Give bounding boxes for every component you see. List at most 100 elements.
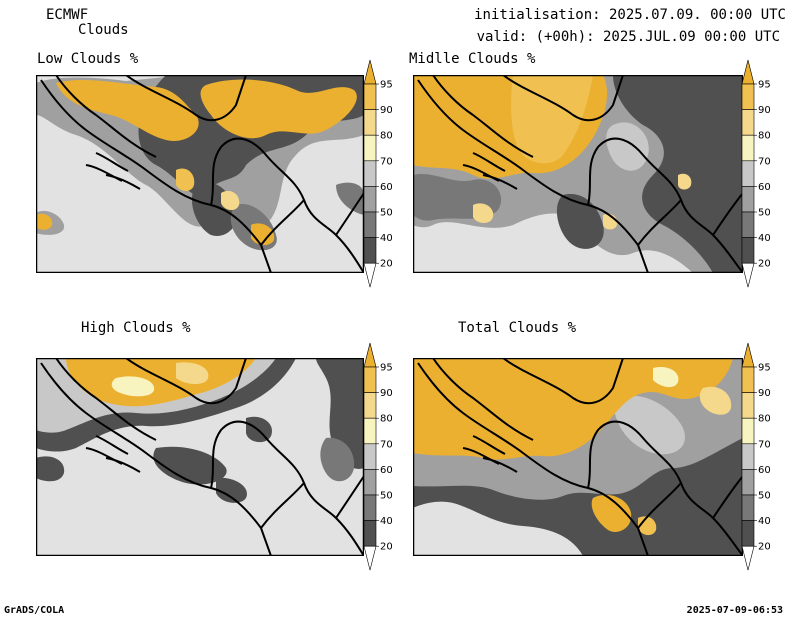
colorbar-tick-label: 60 bbox=[758, 465, 771, 476]
cloud-area-darkgray bbox=[316, 358, 364, 469]
cloud-area-darkgray bbox=[36, 456, 65, 482]
colorbar-segment bbox=[363, 469, 377, 496]
cloud-area-lightgray bbox=[613, 395, 685, 455]
colorbar-top-arrow bbox=[363, 342, 377, 368]
colorbar-segment bbox=[741, 366, 755, 393]
colorbar-segment bbox=[741, 392, 755, 419]
colorbar-segment bbox=[741, 186, 755, 213]
cloud-area-lightyellow bbox=[111, 376, 155, 397]
field-name: Clouds bbox=[78, 22, 129, 38]
colorbar-total-clouds: 95 90 80 70 60 50 40 20 bbox=[741, 342, 771, 571]
cloud-area-orange bbox=[176, 362, 209, 384]
colorbar-segment bbox=[741, 109, 755, 136]
colorbar-low-clouds: 95 90 80 70 60 50 40 20 bbox=[363, 59, 393, 288]
cloud-area-orange bbox=[176, 168, 195, 191]
colorbar-segment bbox=[741, 469, 755, 496]
colorbar-tick-label: 70 bbox=[758, 439, 771, 450]
colorbar-middle-clouds: 95 90 80 70 60 50 40 20 bbox=[741, 59, 771, 288]
colorbar-tick-label: 80 bbox=[380, 131, 393, 142]
cloud-area-orange bbox=[591, 494, 632, 533]
cloud-area-darkgray bbox=[216, 477, 247, 503]
cloud-area-lightgray bbox=[606, 122, 649, 171]
colorbar-tick-label: 70 bbox=[380, 156, 393, 167]
colorbar-segment bbox=[741, 443, 755, 470]
colorbar-tick-label: 95 bbox=[758, 80, 771, 91]
colorbar-bottom-arrow bbox=[363, 545, 377, 571]
colorbar-tick-label: 95 bbox=[380, 80, 393, 91]
colorbar-tick-label: 70 bbox=[380, 439, 393, 450]
panel-title-middle-clouds: Midlle Clouds % bbox=[409, 51, 536, 67]
panel-title-total-clouds: Total Clouds % bbox=[458, 320, 577, 336]
footer-timestamp: 2025-07-09-06:53 bbox=[686, 605, 783, 616]
map-panel-low-clouds bbox=[36, 75, 364, 273]
colorbar-bottom-arrow bbox=[741, 262, 755, 288]
colorbar-tick-label: 40 bbox=[380, 233, 393, 244]
colorbar-tick-label: 40 bbox=[758, 516, 771, 527]
panel-title-low-clouds: Low Clouds % bbox=[37, 51, 139, 67]
cloud-area-darkgray bbox=[153, 446, 227, 485]
cloud-area-darkgray bbox=[556, 194, 604, 249]
cloud-area-orange bbox=[511, 75, 593, 164]
colorbar-tick-label: 90 bbox=[758, 105, 771, 116]
colorbar-segment bbox=[363, 417, 377, 445]
colorbar-tick-label: 40 bbox=[758, 233, 771, 244]
colorbar-segment bbox=[363, 83, 377, 110]
colorbar-segment bbox=[363, 443, 377, 470]
colorbar-segment bbox=[363, 160, 377, 187]
colorbar-tick-label: 95 bbox=[758, 363, 771, 374]
colorbar-segment bbox=[741, 237, 755, 264]
colorbar-tick-label: 80 bbox=[380, 414, 393, 425]
map-panel-middle-clouds bbox=[413, 75, 743, 273]
map-panel-total-clouds bbox=[413, 358, 743, 556]
footer-software: GrADS/COLA bbox=[4, 605, 65, 616]
map-panel-high-clouds bbox=[36, 358, 364, 556]
cloud-area-orange bbox=[473, 203, 494, 223]
cloud-area-orange bbox=[221, 190, 240, 211]
colorbar-tick-label: 50 bbox=[380, 208, 393, 219]
country-borders bbox=[40, 75, 364, 273]
cloud-area-gray bbox=[336, 182, 364, 215]
colorbar-segment bbox=[741, 160, 755, 187]
colorbar-tick-label: 20 bbox=[380, 259, 393, 270]
colorbar-segment bbox=[741, 494, 755, 521]
colorbar-segment bbox=[741, 417, 755, 445]
colorbar-bottom-arrow bbox=[363, 262, 377, 288]
colorbar-segment bbox=[363, 211, 377, 238]
colorbar-top-arrow bbox=[741, 59, 755, 85]
colorbar-tick-label: 50 bbox=[758, 491, 771, 502]
colorbar-segment bbox=[363, 134, 377, 162]
colorbar-tick-label: 20 bbox=[380, 542, 393, 553]
cloud-area-orange bbox=[66, 358, 256, 407]
colorbar-high-clouds: 95 90 80 70 60 50 40 20 bbox=[363, 342, 393, 571]
colorbar-tick-label: 60 bbox=[380, 465, 393, 476]
colorbar-segment bbox=[741, 520, 755, 547]
colorbar-segment bbox=[363, 520, 377, 547]
cloud-area-orange bbox=[699, 386, 732, 415]
valid-time-text: valid: (+00h): 2025.JUL.09 00:00 UTC bbox=[476, 29, 780, 45]
country-borders bbox=[40, 358, 364, 556]
colorbar-tick-label: 90 bbox=[380, 388, 393, 399]
cloud-area-darkgray bbox=[613, 75, 743, 273]
colorbar-tick-label: 60 bbox=[758, 182, 771, 193]
colorbar-tick-label: 95 bbox=[380, 363, 393, 374]
colorbar-bottom-arrow bbox=[741, 545, 755, 571]
colorbar-segment bbox=[363, 109, 377, 136]
colorbar-top-arrow bbox=[363, 59, 377, 85]
colorbar-segment bbox=[363, 186, 377, 213]
colorbar-tick-label: 90 bbox=[380, 105, 393, 116]
cloud-area-darkgray bbox=[320, 437, 355, 482]
panel-title-high-clouds: High Clouds % bbox=[81, 320, 191, 336]
colorbar-segment bbox=[363, 366, 377, 393]
colorbar-tick-label: 20 bbox=[758, 259, 771, 270]
initialisation-text: initialisation: 2025.07.09. 00:00 UTC bbox=[474, 7, 786, 23]
cloud-area-orange bbox=[678, 173, 692, 190]
colorbar-segment bbox=[363, 237, 377, 264]
colorbar-tick-label: 50 bbox=[380, 491, 393, 502]
colorbar-tick-label: 70 bbox=[758, 156, 771, 167]
colorbar-tick-label: 80 bbox=[758, 131, 771, 142]
country-borders bbox=[417, 75, 743, 273]
model-name: ECMWF bbox=[46, 7, 89, 23]
colorbar-tick-label: 20 bbox=[758, 542, 771, 553]
colorbar-segment bbox=[741, 83, 755, 110]
colorbar-segment bbox=[363, 494, 377, 521]
